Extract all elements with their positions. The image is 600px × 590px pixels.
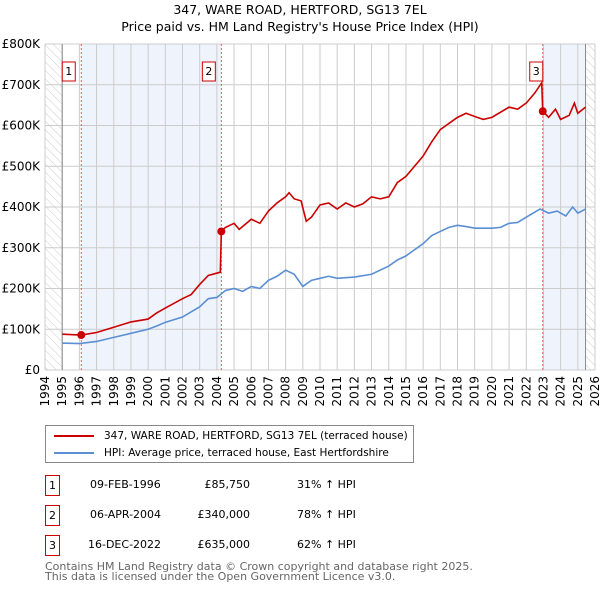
x-tick-label: 2005 xyxy=(227,376,241,407)
x-tick-label: 2012 xyxy=(347,376,361,407)
y-tick-label: £600K xyxy=(2,119,42,133)
x-tick-label: 2016 xyxy=(416,376,430,407)
sale-price: £635,000 xyxy=(197,538,251,551)
y-tick-label: £800K xyxy=(2,37,42,51)
legend: 347, WARE ROAD, HERTFORD, SG13 7EL (terr… xyxy=(45,425,414,463)
x-tick-label: 2001 xyxy=(158,376,172,407)
y-tick-label: £100K xyxy=(2,322,42,336)
x-tick-label: 2009 xyxy=(296,376,310,407)
plot-area: 1994 1995 1996 1997 1998 1999 2000 2001 2002 2003… xyxy=(2,37,600,407)
x-tick-label: 2017 xyxy=(433,376,447,407)
sale-date: 09-FEB-1996 xyxy=(90,478,161,491)
sale-marker-box: 3 xyxy=(45,535,60,556)
sale-date: 16-DEC-2022 xyxy=(88,538,162,551)
sale-price: £85,750 xyxy=(204,478,251,491)
x-tick-label: 2022 xyxy=(519,376,533,407)
sale-point xyxy=(217,227,226,236)
x-tick-label: 1995 xyxy=(55,376,69,407)
footer-licence: This data is licensed under the Open Gov… xyxy=(45,570,396,583)
footer-copyright: Contains HM Land Registry data © Crown c… xyxy=(45,560,473,573)
sale-price: £340,000 xyxy=(197,508,251,521)
sale-marker-box: 1 xyxy=(45,475,60,496)
y-tick-label: £500K xyxy=(2,159,42,173)
legend-swatch-blue xyxy=(54,452,94,454)
hpi-line xyxy=(62,205,586,345)
x-tick-label: 2020 xyxy=(485,376,499,407)
property-price-line xyxy=(62,80,587,336)
y-tick-label: £300K xyxy=(2,241,42,255)
footer: Contains HM Land Registry data © Crown c… xyxy=(45,560,473,583)
x-tick-label: 2025 xyxy=(571,376,585,407)
sale-point xyxy=(77,331,86,340)
y-tick-label: £0 xyxy=(25,363,40,377)
x-tick-label: 2006 xyxy=(244,376,258,407)
x-tick-label: 2024 xyxy=(554,376,568,407)
legend-label: 347, WARE ROAD, HERTFORD, SG13 7EL (terr… xyxy=(104,430,408,442)
sale-hpi: 31% ↑ HPI xyxy=(297,478,356,491)
x-tick-label: 2014 xyxy=(382,376,396,407)
legend-item-hpi: HPI: Average price, terraced house, East… xyxy=(54,445,389,461)
sale-row: 2 06-APR-2004 £340,000 78% ↑ HPI xyxy=(45,505,445,526)
x-tick-label: 2003 xyxy=(193,376,207,407)
y-tick-label: £700K xyxy=(2,78,42,92)
x-tick-label: 2015 xyxy=(399,376,413,407)
sale-point xyxy=(538,107,547,116)
x-tick-label: 2011 xyxy=(330,376,344,407)
x-tick-label: 2008 xyxy=(279,376,293,407)
x-tick-label: 1997 xyxy=(90,376,104,407)
x-tick-label: 1998 xyxy=(107,376,121,407)
sale-hpi: 78% ↑ HPI xyxy=(297,508,356,521)
x-tick-label: 1999 xyxy=(124,376,138,407)
sale-row: 1 09-FEB-1996 £85,750 31% ↑ HPI xyxy=(45,475,445,496)
x-tick-label: 2013 xyxy=(365,376,379,407)
x-tick-label: 2021 xyxy=(502,376,516,407)
sale-hpi: 62% ↑ HPI xyxy=(297,538,356,551)
sale-label-box xyxy=(61,61,76,82)
x-tick-label: 2023 xyxy=(536,376,550,407)
sale-label: 3 xyxy=(533,65,540,78)
x-tick-label: 2019 xyxy=(468,376,482,407)
sale-row: 3 16-DEC-2022 £635,000 62% ↑ HPI xyxy=(45,535,445,556)
sale-label: 1 xyxy=(65,65,72,78)
chart-subtitle: Price paid vs. HM Land Registry's House … xyxy=(121,19,479,34)
sale-date: 06-APR-2004 xyxy=(90,508,162,521)
legend-label: HPI: Average price, terraced house, East… xyxy=(104,447,389,459)
y-tick-label: £400K xyxy=(2,200,42,214)
x-tick-label: 2002 xyxy=(176,376,190,407)
sale-label-box xyxy=(201,61,216,82)
sale-label: 2 xyxy=(205,65,212,78)
x-tick-label: 2000 xyxy=(141,376,155,407)
y-tick-label: £200K xyxy=(2,282,42,296)
x-tick-label: 2026 xyxy=(588,376,600,407)
x-tick-label: 2004 xyxy=(210,376,224,407)
x-tick-label: 2010 xyxy=(313,376,327,407)
x-tick-label: 2018 xyxy=(451,376,465,407)
sale-marker-box: 2 xyxy=(45,505,60,526)
x-tick-label: 2007 xyxy=(261,376,275,407)
legend-item-property: 347, WARE ROAD, HERTFORD, SG13 7EL (terr… xyxy=(54,428,408,444)
x-tick-label: 1994 xyxy=(38,376,52,407)
chart-title: 347, WARE ROAD, HERTFORD, SG13 7EL xyxy=(173,2,427,17)
x-tick-label: 1996 xyxy=(72,376,86,407)
sale-label-box xyxy=(529,61,544,82)
legend-swatch-red xyxy=(54,435,94,437)
